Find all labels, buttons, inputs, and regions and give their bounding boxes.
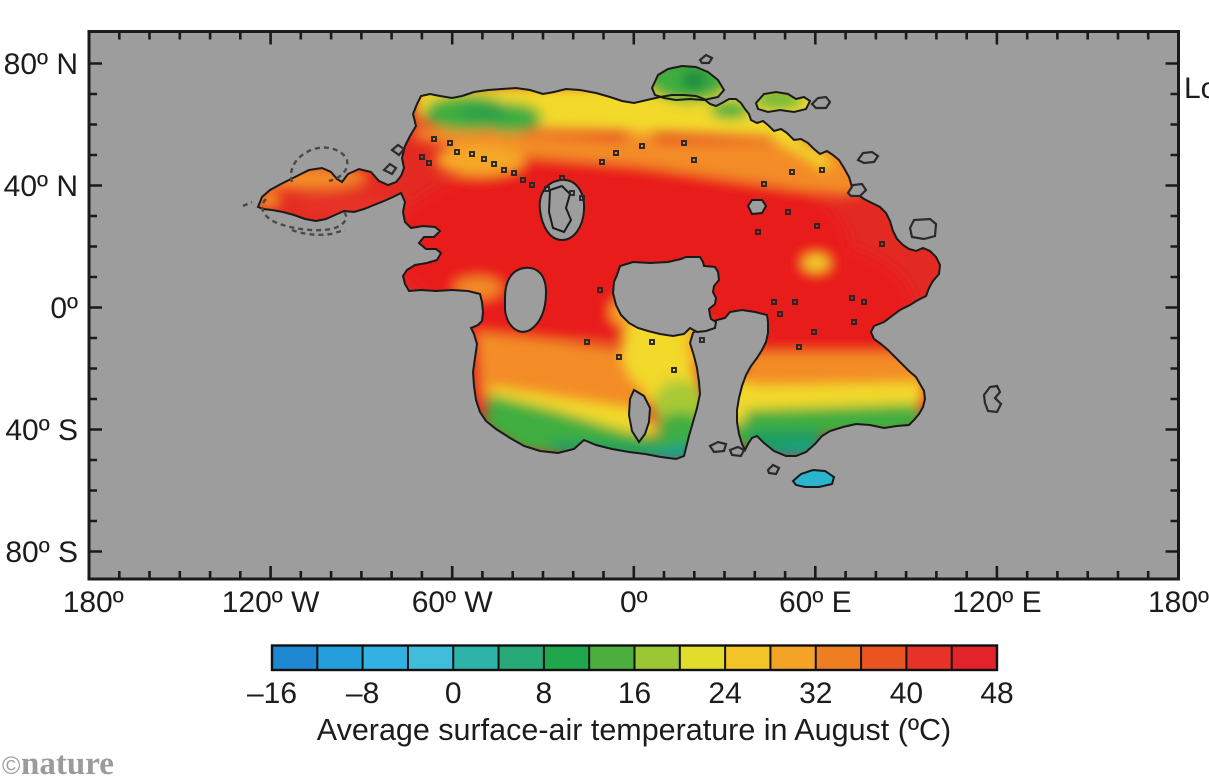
svg-text:48: 48 [980,677,1013,710]
svg-text:–16: –16 [247,677,297,710]
svg-text:0º: 0º [620,586,648,619]
svg-text:40: 40 [890,677,923,710]
svg-text:nature: nature [21,746,114,782]
svg-text:180º: 180º [1148,586,1209,619]
svg-text:16: 16 [618,677,651,710]
svg-text:8: 8 [536,677,553,710]
svg-text:0: 0 [445,677,462,710]
svg-text:24: 24 [708,677,741,710]
svg-text:60º E: 60º E [779,586,852,619]
svg-text:120º W: 120º W [222,586,320,619]
svg-text:60º W: 60º W [412,586,494,619]
svg-text:120º E: 120º E [952,586,1041,619]
svg-text:Average surface-air temperatur: Average surface-air temperature in Augus… [317,713,951,747]
svg-text:180º: 180º [63,586,124,619]
svg-text:40º N: 40º N [4,170,78,203]
svg-text:Lo: Lo [1184,72,1209,105]
svg-text:0º: 0º [50,292,78,325]
svg-text:–8: –8 [346,677,379,710]
svg-text:80º S: 80º S [5,536,78,569]
svg-text:32: 32 [799,677,832,710]
svg-text:80º N: 80º N [4,48,78,81]
svg-text:©: © [2,752,21,780]
svg-text:40º S: 40º S [5,414,78,447]
